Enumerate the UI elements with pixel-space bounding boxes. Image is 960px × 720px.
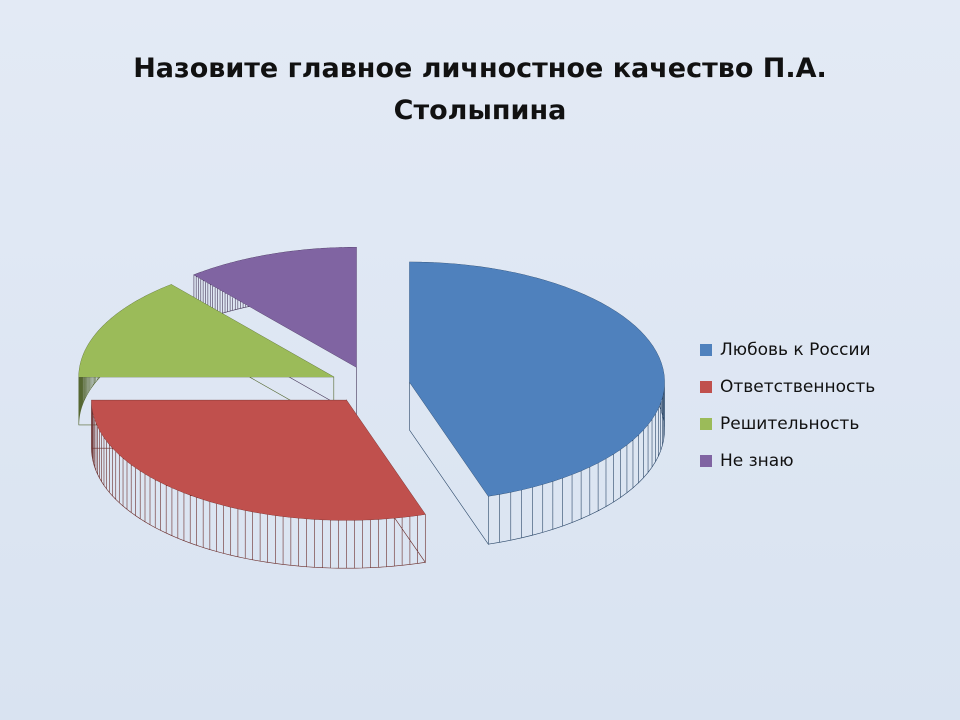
chart-title: Назовите главное личностное качество П.А…	[133, 53, 827, 126]
slice-top	[78, 284, 334, 377]
slice-top	[193, 247, 357, 368]
slice-top	[91, 400, 426, 521]
legend-label: Не знаю	[720, 451, 794, 471]
pie-slice	[193, 246, 357, 416]
slice-top	[409, 262, 665, 497]
legend-label: Ответственность	[720, 377, 875, 397]
legend-swatch	[700, 381, 712, 393]
pie-slice	[409, 261, 665, 546]
legend-swatch	[700, 455, 712, 467]
pie-slice	[78, 284, 335, 426]
legend-swatch	[700, 418, 712, 430]
legend-swatch	[700, 344, 712, 356]
legend-label: Любовь к России	[720, 340, 871, 360]
legend-label: Решительность	[720, 414, 859, 434]
pie-slice	[91, 399, 426, 569]
